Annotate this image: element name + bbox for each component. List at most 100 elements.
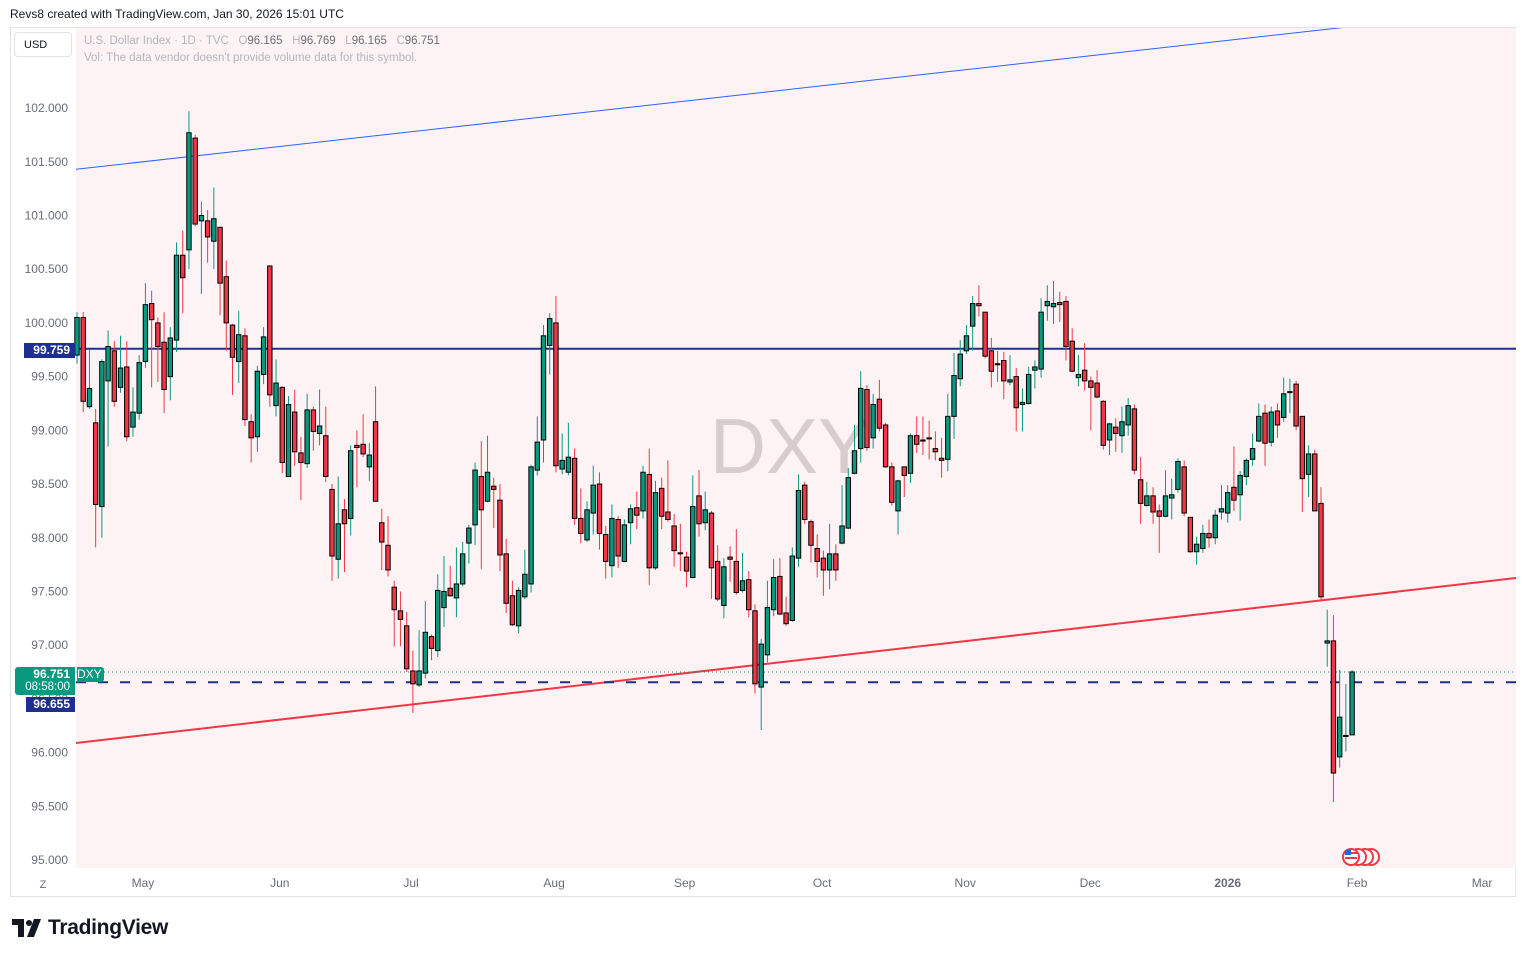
plot-area[interactable] bbox=[76, 28, 1516, 868]
candle-body bbox=[677, 552, 684, 555]
candle-body bbox=[1218, 508, 1225, 513]
candle-body bbox=[920, 439, 926, 442]
candle-body bbox=[354, 444, 360, 449]
candle bbox=[845, 467, 851, 530]
candle-body bbox=[621, 524, 628, 562]
candle bbox=[1256, 403, 1262, 443]
symbol-watermark: DXY bbox=[710, 402, 870, 490]
candle bbox=[136, 355, 142, 420]
candle-body bbox=[777, 575, 783, 615]
candle bbox=[957, 340, 963, 387]
candle-body bbox=[279, 386, 285, 464]
candle-body bbox=[739, 580, 746, 591]
candle-body bbox=[652, 492, 659, 569]
x-tick-label: Aug bbox=[543, 876, 564, 890]
candle bbox=[1287, 378, 1293, 414]
candle-body bbox=[223, 276, 229, 324]
candle bbox=[285, 395, 292, 478]
candle-body bbox=[969, 303, 976, 327]
candle-body bbox=[752, 610, 758, 685]
candle-body bbox=[1038, 311, 1044, 370]
candle bbox=[497, 484, 503, 572]
candle bbox=[988, 337, 995, 388]
price-axis[interactable]: 102.000 101.500 101.000 100.500 100.000 99.50… bbox=[25, 101, 69, 867]
candle bbox=[534, 416, 540, 476]
candle-body bbox=[509, 595, 516, 626]
candle-body bbox=[335, 523, 341, 560]
candle bbox=[86, 349, 93, 409]
candle bbox=[683, 551, 690, 588]
candle bbox=[130, 387, 136, 437]
currency-button[interactable]: USD bbox=[14, 32, 72, 57]
candle-body bbox=[1336, 716, 1343, 758]
candle bbox=[714, 545, 721, 602]
candle-body bbox=[347, 450, 354, 519]
candle bbox=[565, 422, 572, 476]
candle bbox=[279, 386, 285, 474]
candle bbox=[1305, 445, 1312, 497]
candle-body bbox=[1262, 412, 1268, 444]
legend-symbol[interactable]: U.S. Dollar Index · 1D · TVC bbox=[84, 35, 229, 47]
candle bbox=[142, 283, 149, 369]
candle bbox=[148, 290, 155, 388]
candle bbox=[889, 462, 895, 506]
candle bbox=[696, 470, 702, 537]
candle-body bbox=[248, 421, 254, 439]
time-axis[interactable]: May Jun Jul Aug Sep Oct Nov Dec 2026 Feb Mar bbox=[132, 876, 1493, 890]
candle-body bbox=[914, 435, 920, 445]
us-flag-economic-events-icon[interactable] bbox=[1342, 848, 1380, 866]
candle-body bbox=[1231, 486, 1237, 501]
candle bbox=[360, 414, 366, 458]
candle-body bbox=[646, 473, 652, 569]
candle-body bbox=[422, 631, 429, 674]
candle bbox=[198, 201, 205, 294]
candle-body bbox=[1131, 408, 1138, 471]
candle-body bbox=[858, 387, 864, 450]
candle bbox=[994, 350, 1001, 382]
candle bbox=[833, 544, 839, 581]
candle-body bbox=[802, 484, 808, 520]
candle-body bbox=[1299, 415, 1306, 480]
candle-body bbox=[1044, 300, 1051, 307]
candle bbox=[1343, 683, 1349, 752]
candle bbox=[634, 491, 640, 530]
candle bbox=[547, 313, 553, 375]
candle-body bbox=[839, 525, 845, 544]
candle bbox=[316, 389, 323, 446]
legend-close-value: 96.751 bbox=[404, 35, 440, 47]
candle-body bbox=[1200, 532, 1206, 550]
candle bbox=[814, 534, 820, 578]
y-tick-label: 97.000 bbox=[31, 638, 68, 652]
candle-body bbox=[658, 487, 665, 517]
candle-body bbox=[491, 485, 497, 490]
candle-body bbox=[186, 132, 192, 251]
candle-body bbox=[665, 511, 671, 520]
candle bbox=[1274, 403, 1281, 438]
candle-body bbox=[1150, 495, 1156, 513]
candle-body bbox=[770, 577, 777, 611]
candle-body bbox=[721, 566, 727, 606]
candle-body bbox=[559, 459, 565, 470]
candle-body bbox=[876, 398, 883, 429]
candle-body bbox=[435, 589, 441, 652]
legend-low-label: L bbox=[345, 35, 352, 47]
candle bbox=[1225, 485, 1231, 523]
candle-body bbox=[161, 341, 167, 391]
candle bbox=[298, 436, 304, 501]
candle bbox=[945, 393, 951, 472]
candle bbox=[932, 431, 939, 461]
symbol-tag: DXY bbox=[77, 667, 104, 682]
candle bbox=[117, 335, 124, 393]
candle bbox=[646, 448, 652, 586]
candle bbox=[1057, 291, 1063, 322]
candle bbox=[267, 265, 273, 407]
candle bbox=[391, 580, 397, 647]
candle bbox=[347, 445, 354, 536]
timezone-icon[interactable]: Z bbox=[40, 879, 47, 891]
tradingview-logo[interactable]: TradingView bbox=[12, 916, 168, 940]
candle-body bbox=[547, 318, 553, 346]
candle-body bbox=[410, 670, 416, 685]
candle-body bbox=[298, 452, 304, 464]
candle-body bbox=[895, 480, 901, 512]
